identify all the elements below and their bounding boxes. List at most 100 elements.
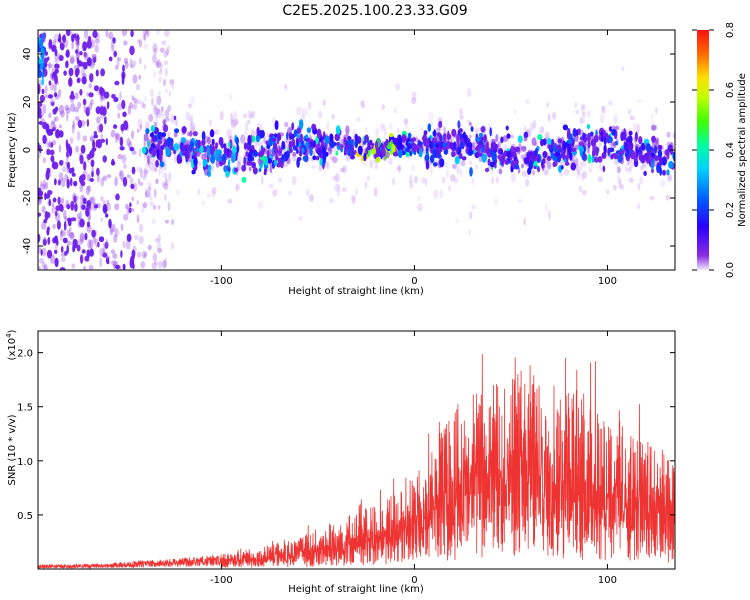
spectrogram-cell bbox=[165, 48, 170, 56]
spectrogram-cell bbox=[245, 121, 248, 132]
spectrogram-cell bbox=[113, 124, 118, 129]
spectrogram-cell bbox=[608, 100, 613, 106]
spectrogram-cell bbox=[176, 189, 179, 197]
spectrogram-cell bbox=[55, 210, 58, 217]
spectrogram-cell bbox=[474, 164, 478, 170]
spectrogram-x-label: Height of straight line (km) bbox=[288, 286, 424, 297]
spectrogram-cell bbox=[658, 156, 663, 166]
spectrogram-cell bbox=[546, 161, 552, 169]
spectrogram-cell bbox=[58, 88, 62, 98]
spectrogram-cell bbox=[38, 153, 41, 159]
spectrogram-cell bbox=[166, 45, 171, 51]
spectrogram-cell bbox=[184, 150, 190, 160]
spectrogram-cell bbox=[66, 163, 70, 173]
spectrogram-cell bbox=[162, 119, 166, 124]
spectrogram-cell bbox=[643, 152, 650, 161]
spectrogram-cell bbox=[76, 213, 81, 219]
spectrogram-cell bbox=[228, 141, 231, 148]
spectrogram-cell bbox=[329, 141, 335, 149]
spectrogram-cell bbox=[52, 124, 57, 130]
spectrogram-cell bbox=[649, 196, 655, 201]
spectrogram-cell bbox=[665, 194, 671, 201]
snr-y-ticks: 0.5 1.0 1.5 2.0 bbox=[17, 349, 675, 522]
spectrogram-cell bbox=[88, 92, 94, 98]
spectrogram-cell bbox=[131, 166, 136, 175]
spectrogram-cell bbox=[635, 147, 639, 158]
spectrogram-cell bbox=[93, 134, 99, 139]
spectrogram-cell bbox=[613, 114, 618, 124]
spectrogram-cell bbox=[171, 84, 175, 90]
spectrogram-cell bbox=[339, 144, 344, 151]
spectrogram-cell bbox=[439, 158, 445, 168]
spectrogram-cell bbox=[151, 166, 156, 173]
spectrogram-cell bbox=[59, 267, 66, 270]
spectrogram-cell bbox=[147, 155, 150, 165]
spectrogram-cell bbox=[228, 135, 233, 140]
spectrogram-cell bbox=[122, 240, 126, 249]
spectrogram-cell bbox=[525, 179, 530, 187]
spectrogram-cell bbox=[110, 40, 115, 47]
spectrogram-cell bbox=[58, 144, 62, 153]
spectrogram-cell bbox=[176, 120, 179, 127]
spectrogram-cell bbox=[223, 165, 229, 173]
spectrogram-cell bbox=[299, 133, 303, 142]
spectrogram-cell bbox=[158, 149, 162, 156]
spectrogram-cell bbox=[629, 115, 635, 121]
spectrogram-cell bbox=[655, 138, 659, 144]
spectrogram-cell bbox=[411, 91, 417, 101]
spectrogram-cell bbox=[53, 117, 57, 122]
spectrogram-cell bbox=[69, 226, 72, 233]
spectrogram-cell bbox=[518, 198, 522, 203]
spectrogram-cell bbox=[601, 105, 607, 115]
spectrogram-cell bbox=[167, 104, 172, 112]
spectrogram-cell bbox=[147, 155, 150, 165]
spectrogram-cell bbox=[145, 128, 150, 135]
spectrogram-cell bbox=[250, 148, 253, 158]
spectrogram-cell bbox=[517, 149, 521, 155]
spectrogram-cell bbox=[49, 254, 56, 265]
spectrogram-cell bbox=[514, 164, 520, 170]
colorbar-gradient bbox=[697, 30, 709, 270]
spectrogram-cell bbox=[268, 184, 274, 189]
spectrogram-cell bbox=[340, 146, 344, 153]
spectrogram-cell bbox=[132, 60, 137, 67]
spectrogram-cell bbox=[237, 160, 241, 171]
spectrogram-cell bbox=[563, 168, 570, 176]
spectrogram-cell bbox=[564, 161, 570, 166]
spectrogram-cell bbox=[77, 68, 80, 75]
spectrogram-cell bbox=[111, 94, 116, 99]
spectrogram-cell bbox=[284, 121, 289, 128]
spectrogram-cell bbox=[79, 61, 84, 67]
spectrogram-cell bbox=[168, 90, 172, 97]
spectrogram-cell bbox=[66, 244, 69, 255]
spectrogram-cell bbox=[117, 153, 123, 160]
spectrogram-cell bbox=[586, 124, 591, 129]
spectrogram-cell bbox=[532, 169, 535, 176]
spectrogram-cell bbox=[610, 142, 616, 147]
spectrogram-cell bbox=[286, 131, 289, 140]
spectrogram-cell bbox=[236, 154, 242, 165]
spectrogram-cell bbox=[651, 135, 656, 143]
spectrogram-cell bbox=[139, 168, 143, 179]
spectrogram-cell bbox=[623, 142, 628, 152]
spectrogram-cell bbox=[201, 153, 207, 161]
spectrogram-cell bbox=[227, 151, 231, 159]
spectrogram-cell bbox=[592, 139, 595, 146]
spectrogram-cell bbox=[662, 169, 666, 176]
spectrogram-cell bbox=[469, 167, 473, 177]
spectrogram-cell bbox=[60, 40, 66, 49]
spectrogram-cell bbox=[158, 260, 163, 269]
spectrogram-cell bbox=[502, 135, 508, 142]
spectrogram-cell bbox=[102, 106, 107, 116]
spectrogram-cell bbox=[540, 138, 544, 147]
spectrogram-cell bbox=[153, 70, 156, 77]
spectrogram-cell bbox=[439, 134, 442, 142]
spectrogram-cell bbox=[82, 98, 87, 106]
spectrogram-cell bbox=[161, 181, 167, 188]
spectrogram-cell bbox=[285, 150, 290, 159]
spectrogram-cell bbox=[621, 66, 625, 71]
spectrogram-cell bbox=[155, 61, 160, 67]
spectrogram-cell bbox=[577, 128, 581, 135]
spectrogram-cell bbox=[351, 196, 356, 205]
spectrogram-cell bbox=[345, 125, 350, 135]
